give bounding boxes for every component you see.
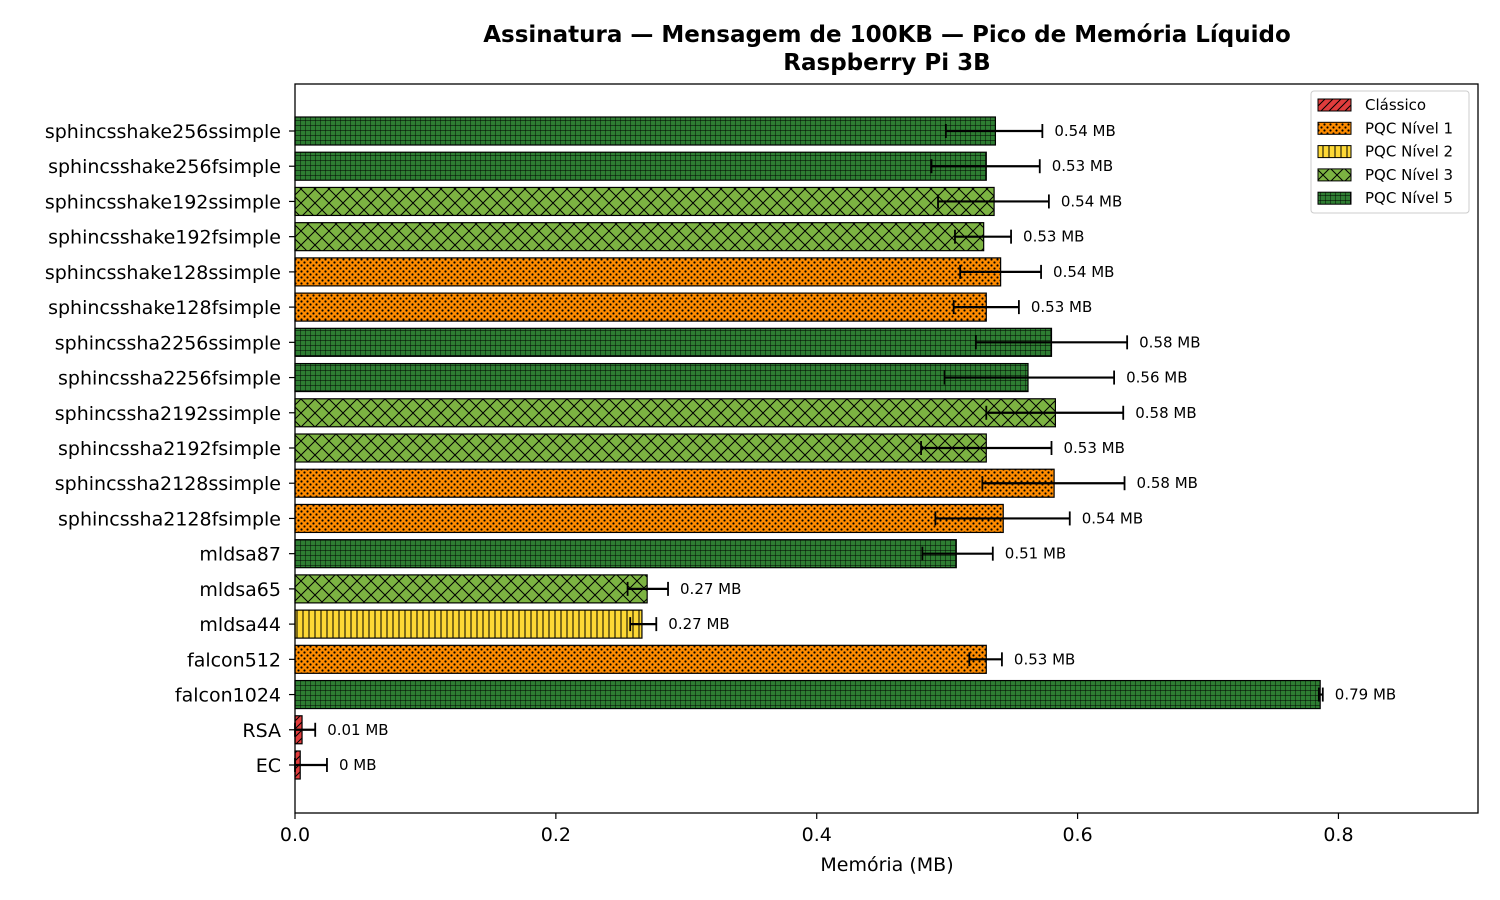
legend: Clássico PQC Nível 1 PQC Nível 2 PQC Nível …: [1310, 90, 1470, 214]
data-label: 0.27 MB: [668, 615, 729, 633]
data-label: 0.54 MB: [1054, 122, 1115, 140]
y-tick-label: sphincsshake192fsimple: [48, 227, 281, 249]
data-label: 0.54 MB: [1061, 192, 1122, 210]
data-label: 0 MB: [339, 756, 377, 774]
x-axis-label: Memória (MB): [820, 854, 953, 876]
y-tick-label: RSA: [242, 720, 281, 742]
bar-hatch: [294, 257, 1002, 287]
data-label: 0.27 MB: [680, 580, 741, 598]
data-label: 0.79 MB: [1335, 686, 1396, 704]
data-label: 0.58 MB: [1137, 474, 1198, 492]
bar-hatch: [294, 539, 957, 569]
y-tick-label: sphincsshake256ssimple: [45, 121, 281, 143]
legend-label: PQC Nível 2: [1365, 143, 1453, 161]
bar-hatch: [294, 398, 1057, 428]
bar-hatch: [294, 433, 987, 463]
chart-title: Assinatura — Mensagem de 100KB — Pico de…: [483, 22, 1291, 48]
data-label: 0.56 MB: [1126, 369, 1187, 387]
y-axis: sphincsshake256ssimple sphincsshake256fsi…: [45, 121, 295, 777]
bar-hatch: [294, 292, 987, 322]
bar-hatch: [294, 609, 643, 639]
y-tick-label: mldsa44: [199, 614, 281, 636]
bar-hatch: [294, 151, 987, 181]
legend-swatch-hatch: [1317, 98, 1352, 112]
data-label: 0.51 MB: [1005, 545, 1066, 563]
data-label: 0.53 MB: [1052, 157, 1113, 175]
y-tick-label: sphincsshake256fsimple: [48, 156, 281, 178]
y-tick-label: sphincsshake128ssimple: [45, 262, 281, 284]
x-tick-label: 0.2: [541, 824, 571, 846]
x-tick-label: 0.4: [802, 824, 832, 846]
bar-hatch: [294, 222, 985, 252]
bar-hatch: [294, 679, 1321, 710]
bar-hatch: [294, 503, 1004, 534]
data-label: 0.58 MB: [1139, 333, 1200, 351]
legend-swatch-hatch: [1317, 191, 1352, 205]
x-axis: 0.0 0.2 0.4 0.6 0.8: [280, 813, 1354, 846]
data-label: 0.54 MB: [1053, 263, 1114, 281]
data-label: 0.53 MB: [1023, 228, 1084, 246]
data-label: 0.54 MB: [1082, 509, 1143, 527]
y-tick-label: sphincsshake192ssimple: [45, 191, 281, 213]
y-tick-label: sphincssha2256ssimple: [55, 332, 281, 354]
y-tick-label: mldsa87: [199, 544, 281, 566]
y-tick-label: sphincsshake128fsimple: [48, 297, 281, 319]
bar-hatch: [294, 468, 1055, 498]
data-label: 0.01 MB: [327, 721, 388, 739]
x-tick-label: 0.8: [1323, 824, 1353, 846]
x-tick-label: 0.0: [280, 824, 310, 846]
legend-swatch-hatch: [1317, 121, 1352, 135]
legend-label: PQC Nível 3: [1365, 166, 1453, 184]
data-label: 0.53 MB: [1063, 439, 1124, 457]
y-tick-label: falcon512: [187, 649, 281, 671]
legend-swatch-hatch: [1317, 168, 1352, 182]
y-tick-label: sphincssha2128fsimple: [58, 508, 281, 530]
bar-hatch: [294, 116, 997, 146]
bar-hatch: [294, 644, 987, 674]
y-tick-label: sphincssha2192ssimple: [55, 403, 281, 425]
y-tick-label: falcon1024: [175, 685, 281, 707]
legend-frame: [1310, 90, 1470, 214]
bar-hatch: [294, 186, 995, 217]
legend-label: PQC Nível 1: [1365, 119, 1453, 137]
y-tick-label: mldsa65: [199, 579, 281, 601]
data-label: 0.53 MB: [1031, 298, 1092, 316]
y-tick-label: sphincssha2192fsimple: [58, 438, 281, 460]
bar-hatch: [294, 327, 1053, 357]
y-tick-label: EC: [256, 755, 281, 777]
bar-hatch: [294, 362, 1029, 393]
x-tick-label: 0.6: [1062, 824, 1092, 846]
data-label: 0.58 MB: [1135, 404, 1196, 422]
bar-hatch: [294, 574, 648, 604]
legend-label: Clássico: [1365, 96, 1426, 114]
y-tick-label: sphincssha2256fsimple: [58, 368, 281, 390]
legend-label: PQC Nível 5: [1365, 189, 1453, 207]
data-label: 0.53 MB: [1014, 650, 1075, 668]
y-tick-label: sphincssha2128ssimple: [55, 473, 281, 495]
legend-swatch-hatch: [1317, 145, 1352, 159]
chart-subtitle: Raspberry Pi 3B: [783, 50, 990, 76]
plot-area: 0.54 MB 0.53 MB 0.54 MB 0.53 MB 0.54 MB 0.53 …: [294, 116, 1396, 780]
